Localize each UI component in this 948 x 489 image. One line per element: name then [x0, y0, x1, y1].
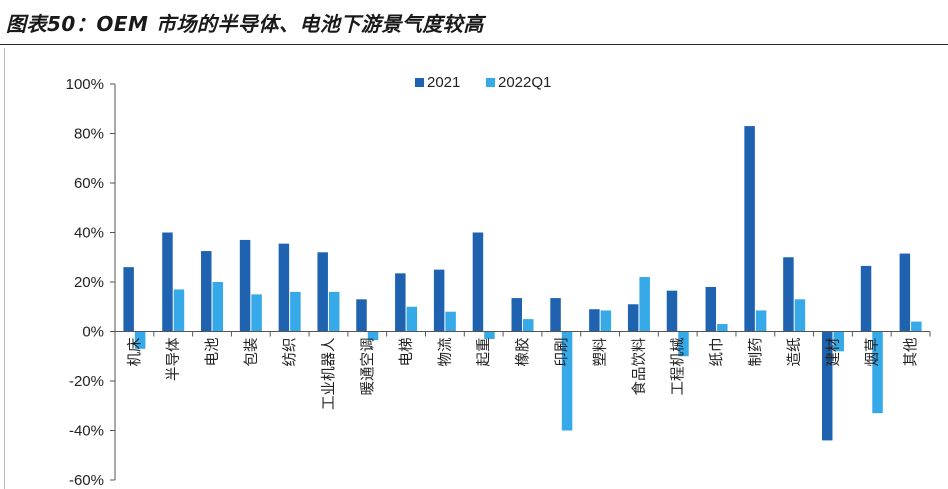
bar-2022Q1-食品饮料	[639, 277, 650, 332]
legend-label-2021: 2021	[427, 74, 460, 91]
bar-2022Q1-电梯	[406, 306, 418, 332]
category-label: 纺织	[282, 338, 299, 367]
category-label: 工业机器人	[320, 338, 337, 411]
category-label: 暖通空调	[359, 338, 376, 396]
y-tick-label: 40%	[74, 225, 104, 242]
category-label: 物流	[437, 338, 454, 367]
category-label: 橡胶	[515, 338, 532, 367]
bar-2022Q1-制药	[755, 310, 767, 332]
bar-2021-暖通空调	[356, 299, 367, 332]
bar-2022Q1-起重	[484, 331, 495, 339]
bar-2022Q1-印刷	[561, 331, 573, 431]
bar-2021-半导体	[162, 232, 173, 332]
category-label: 机床	[126, 337, 143, 366]
bar-2022Q1-机床	[134, 331, 146, 349]
bar-2022Q1-烟草	[872, 331, 883, 414]
bar-2021-机床	[123, 267, 134, 332]
bar-2021-纺织	[278, 243, 290, 332]
category-label: 纸巾	[709, 338, 726, 367]
bar-2022Q1-纺织	[290, 291, 301, 332]
bar-2022Q1-暖通空调	[367, 331, 379, 341]
y-tick-label: -60%	[69, 472, 104, 489]
bar-2021-电梯	[395, 273, 406, 332]
axes-layer	[110, 83, 931, 481]
bar-2022Q1-其他	[911, 321, 922, 332]
bar-2021-其他	[899, 253, 911, 332]
bar-2021-烟草	[860, 265, 872, 332]
bar-2021-起重	[472, 232, 484, 332]
category-label: 电池	[204, 338, 221, 367]
bar-2022Q1-包装	[251, 294, 262, 332]
left-divider	[4, 48, 5, 489]
title-bar: 图表50：OEM 市场的半导体、电池下游景气度较高	[0, 0, 948, 45]
category-label: 起重	[476, 338, 493, 367]
y-tick-label: 80%	[74, 126, 104, 143]
category-label: 其他	[903, 338, 920, 367]
y-tick-label: 0%	[82, 324, 104, 341]
legend-swatch-2021	[415, 78, 424, 87]
category-label: 食品饮料	[631, 338, 648, 396]
y-tick-label: -20%	[69, 373, 104, 390]
category-label: 烟草	[864, 338, 881, 367]
bar-2021-电池	[201, 251, 212, 332]
bar-2022Q1-电池	[212, 282, 224, 332]
bar-2021-制药	[744, 126, 755, 332]
category-label: 印刷	[553, 338, 570, 367]
legend-label-2022Q1: 2022Q1	[498, 74, 551, 91]
bar-2022Q1-造纸	[794, 299, 806, 332]
category-label: 建材	[825, 338, 842, 367]
bar-2022Q1-物流	[445, 311, 456, 332]
bar-2021-造纸	[783, 257, 794, 332]
bar-2021-橡胶	[511, 298, 522, 332]
bar-2021-工业机器人	[317, 252, 328, 332]
bar-2021-食品饮料	[627, 304, 639, 332]
bar-2021-塑料	[589, 309, 600, 332]
y-tick-label: 100%	[66, 76, 104, 93]
bar-2021-工程机械	[666, 290, 678, 332]
category-label: 电梯	[398, 338, 415, 367]
bar-2022Q1-塑料	[600, 310, 612, 332]
category-label: 工程机械	[670, 338, 687, 396]
bar-2022Q1-橡胶	[523, 319, 534, 332]
labels-layer: 100% 80% 60% 40% 20% 0% -20% -40% -60% 机床 半导体 电池 包装纺…	[66, 76, 920, 489]
bars-layer	[123, 126, 922, 441]
bar-2022Q1-工业机器人	[328, 291, 340, 332]
category-label: 塑料	[592, 338, 609, 367]
page-title: 图表50：OEM 市场的半导体、电池下游景气度较高	[6, 12, 484, 36]
legend: 2021 2022Q1	[415, 74, 551, 91]
bar-2022Q1-纸巾	[717, 324, 728, 332]
category-label: 半导体	[165, 337, 182, 381]
bar-2021-纸巾	[705, 286, 717, 332]
category-label: 制药	[747, 338, 764, 367]
y-tick-label: 20%	[74, 274, 104, 291]
legend-swatch-2022Q1	[486, 78, 495, 87]
bar-2022Q1-工程机械	[678, 331, 689, 357]
bar-2021-物流	[433, 269, 445, 332]
bar-2022Q1-半导体	[173, 289, 185, 332]
bar-2021-包装	[239, 239, 251, 332]
category-label: 造纸	[786, 338, 803, 367]
bar-2021-印刷	[550, 298, 561, 332]
bar-2021-建材	[821, 331, 833, 441]
y-tick-label: 60%	[74, 175, 104, 192]
category-label: 包装	[243, 338, 260, 367]
bar-2022Q1-建材	[833, 331, 844, 352]
y-tick-label: -40%	[69, 423, 104, 440]
